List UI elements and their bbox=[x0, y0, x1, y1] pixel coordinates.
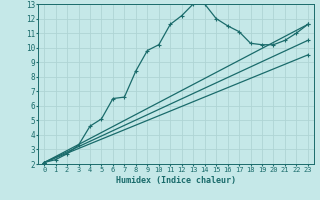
X-axis label: Humidex (Indice chaleur): Humidex (Indice chaleur) bbox=[116, 176, 236, 185]
